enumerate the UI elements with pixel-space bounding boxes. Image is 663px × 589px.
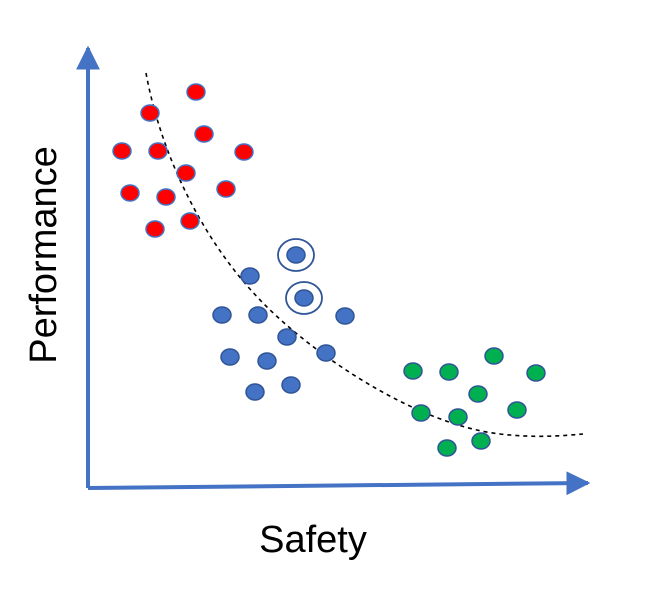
blue-dot bbox=[335, 307, 355, 325]
red-dot bbox=[216, 180, 236, 198]
green-dot bbox=[437, 439, 457, 457]
x-axis-label: Safety bbox=[259, 519, 367, 561]
blue-dot bbox=[277, 328, 297, 346]
blue-dot bbox=[245, 383, 265, 401]
highlight-ring bbox=[285, 281, 323, 315]
blue-dot bbox=[212, 306, 232, 324]
red-dot bbox=[194, 125, 214, 143]
red-dot bbox=[234, 143, 254, 161]
blue-dot bbox=[281, 376, 301, 394]
red-dot bbox=[148, 142, 168, 160]
red-dot bbox=[180, 212, 200, 230]
red-dot bbox=[156, 188, 176, 206]
red-dot bbox=[145, 220, 165, 238]
red-dot bbox=[176, 164, 196, 182]
blue-dot bbox=[286, 246, 306, 264]
green-cluster bbox=[403, 347, 546, 457]
blue-cluster bbox=[212, 246, 355, 401]
blue-dot bbox=[257, 352, 277, 370]
green-dot bbox=[507, 401, 527, 419]
green-dot bbox=[439, 363, 459, 381]
green-dot bbox=[411, 404, 431, 422]
red-dot bbox=[120, 184, 140, 202]
blue-dot bbox=[240, 267, 260, 285]
blue-dot bbox=[294, 289, 314, 307]
red-dot bbox=[186, 83, 206, 101]
green-dot bbox=[484, 347, 504, 365]
blue-dot bbox=[248, 306, 268, 324]
x-axis bbox=[87, 471, 591, 496]
red-dot bbox=[140, 104, 160, 122]
green-dot bbox=[448, 408, 468, 426]
tradeoff-curve bbox=[145, 72, 584, 438]
y-axis-label: Performance bbox=[23, 146, 65, 364]
green-dot bbox=[403, 362, 423, 380]
green-dot bbox=[468, 385, 488, 403]
highlight-ring bbox=[277, 238, 315, 272]
blue-dot bbox=[220, 348, 240, 366]
green-dot bbox=[526, 364, 546, 382]
green-dot bbox=[471, 432, 491, 450]
red-cluster bbox=[112, 83, 254, 238]
blue-dot bbox=[316, 344, 336, 362]
red-dot bbox=[112, 142, 132, 160]
